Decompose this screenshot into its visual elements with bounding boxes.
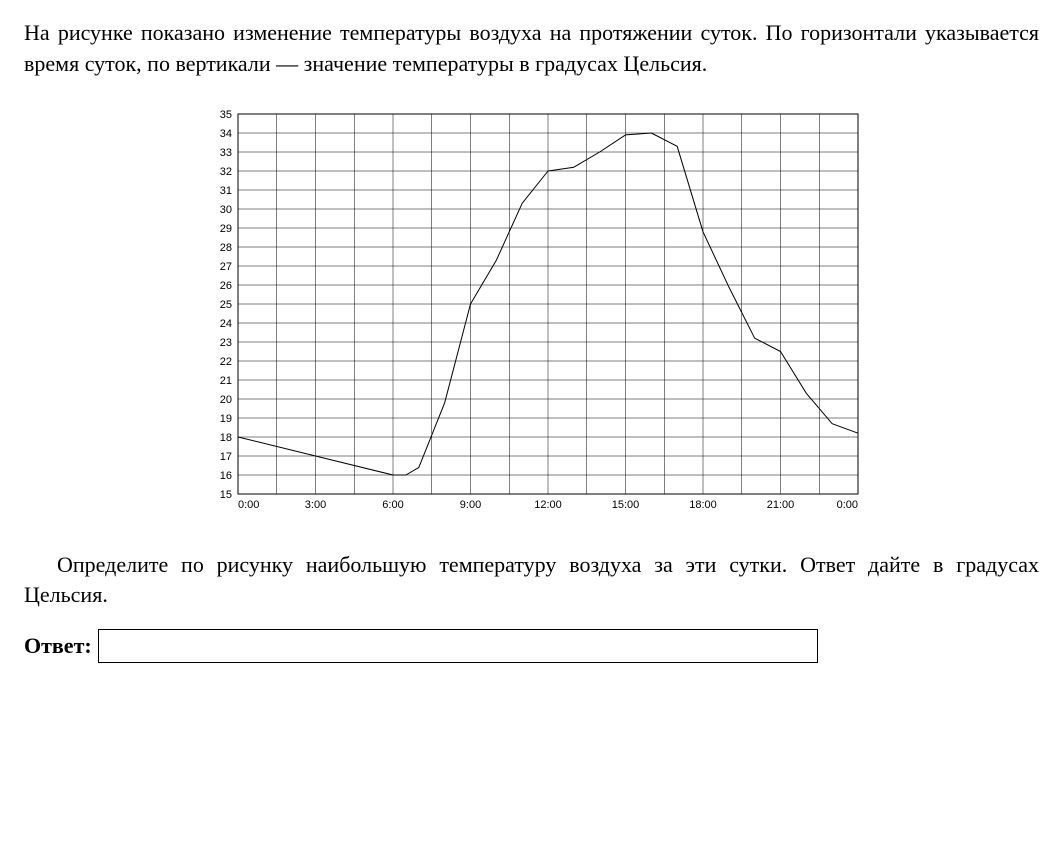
answer-row: Ответ: [24, 629, 1039, 663]
svg-text:19: 19 [219, 413, 231, 425]
svg-text:9:00: 9:00 [459, 499, 480, 511]
svg-text:31: 31 [219, 185, 231, 197]
svg-text:23: 23 [219, 337, 231, 349]
svg-text:29: 29 [219, 223, 231, 235]
svg-text:15: 15 [219, 489, 231, 501]
svg-text:24: 24 [219, 318, 231, 330]
svg-text:12:00: 12:00 [534, 499, 562, 511]
svg-text:35: 35 [219, 109, 231, 121]
svg-text:26: 26 [219, 280, 231, 292]
svg-text:28: 28 [219, 242, 231, 254]
svg-text:22: 22 [219, 356, 231, 368]
answer-input[interactable] [98, 629, 818, 663]
svg-text:0:00: 0:00 [238, 499, 259, 511]
svg-text:3:00: 3:00 [304, 499, 325, 511]
svg-text:6:00: 6:00 [382, 499, 403, 511]
answer-label: Ответ: [24, 633, 92, 659]
svg-text:16: 16 [219, 470, 231, 482]
svg-text:25: 25 [219, 299, 231, 311]
svg-text:30: 30 [219, 204, 231, 216]
svg-text:17: 17 [219, 451, 231, 463]
svg-text:18:00: 18:00 [689, 499, 717, 511]
svg-text:27: 27 [219, 261, 231, 273]
svg-text:34: 34 [219, 128, 231, 140]
question-statement: Определите по рисунку наибольшую темпера… [24, 550, 1039, 612]
problem-statement: На рисунке показано изменение температур… [24, 18, 1039, 80]
svg-text:20: 20 [219, 394, 231, 406]
svg-text:21:00: 21:00 [766, 499, 794, 511]
svg-text:32: 32 [219, 166, 231, 178]
svg-text:0:00: 0:00 [836, 499, 857, 511]
svg-text:33: 33 [219, 147, 231, 159]
svg-text:21: 21 [219, 375, 231, 387]
svg-text:18: 18 [219, 432, 231, 444]
chart-container: 15 16 17 18 19 20 21 22 23 24 25 26 27 28 29 30 31 32 33 34… [24, 108, 1039, 522]
svg-text:15:00: 15:00 [611, 499, 639, 511]
temperature-chart: 15 16 17 18 19 20 21 22 23 24 25 26 27 28 29 30 31 32 33 34… [196, 108, 868, 516]
